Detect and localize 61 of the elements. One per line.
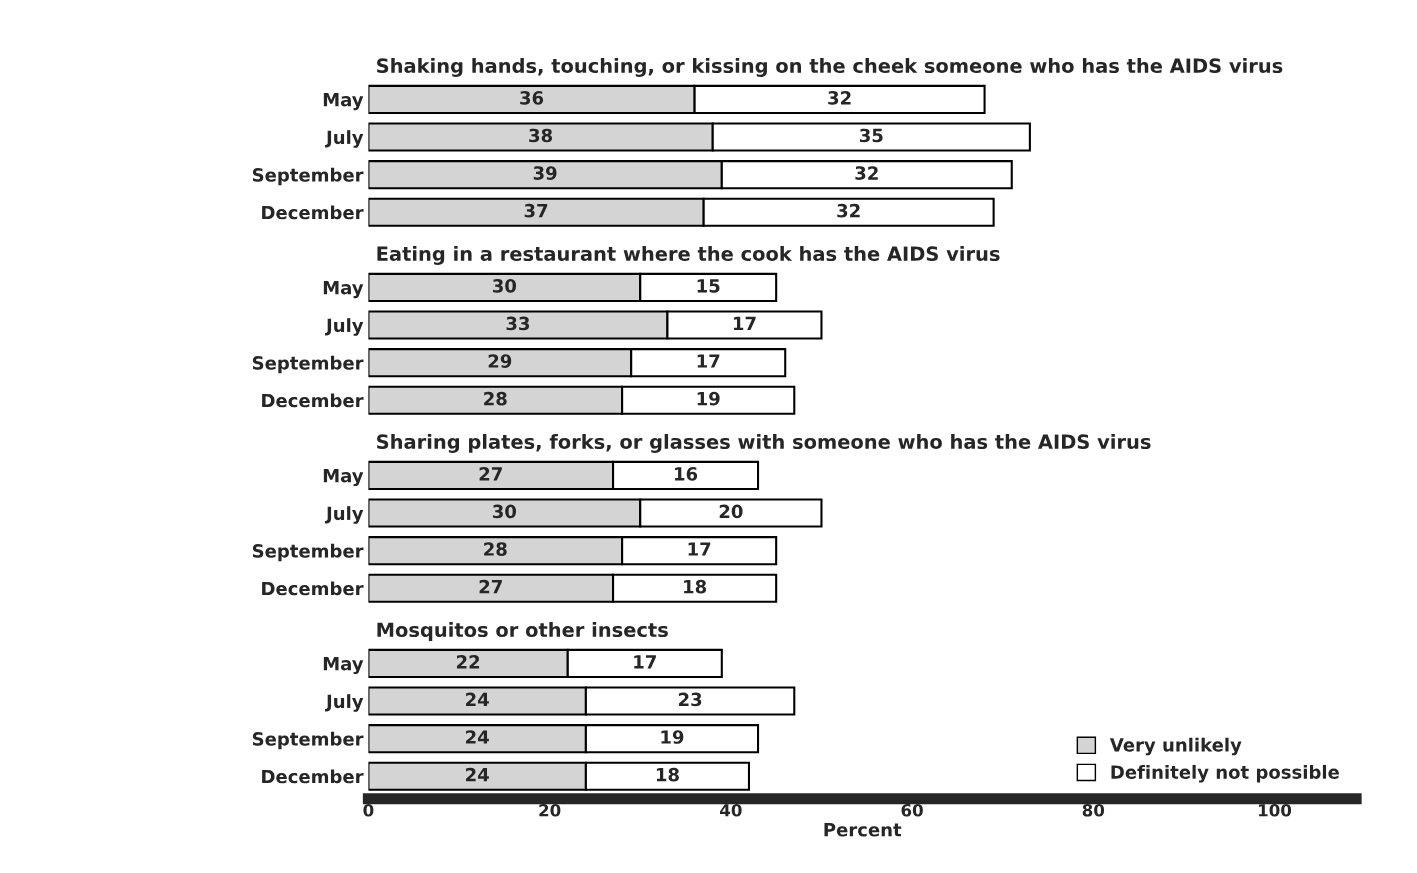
legend-label: Definitely not possible — [1111, 764, 1339, 783]
annotation: Eating in a restaurant where the cook has the AIDS virus — [377, 246, 1000, 265]
data-label: 17 — [733, 316, 756, 331]
data-label: 23 — [678, 692, 702, 707]
annotation: Sharing plates, forks, or glasses with someone who has the AIDS virus — [377, 433, 1151, 453]
data-label: 22 — [456, 655, 480, 669]
annotation: Mosquitos or other insects — [377, 622, 668, 641]
y-tick-label: September — [252, 543, 364, 562]
y-tick-label: July — [325, 694, 364, 712]
data-label: 18 — [656, 767, 679, 782]
data-label: 17 — [634, 655, 656, 669]
x-tick-label: 40 — [720, 803, 742, 817]
data-label: 28 — [484, 542, 507, 556]
text: Shaking hands, touching, or kissing on the cheek someone who has the AIDS virus — [377, 58, 1283, 77]
data-label: 33 — [506, 316, 530, 331]
y-tick-label: September — [252, 731, 364, 750]
data-label: 32 — [855, 166, 878, 180]
x-tick-label: 80 — [1082, 803, 1105, 817]
x-tick-label: 20 — [539, 803, 561, 817]
data-label: 15 — [697, 279, 720, 293]
y-tick-label: December — [262, 581, 364, 596]
data-label: 27 — [479, 579, 502, 594]
x-tick-label: 0 — [363, 803, 374, 817]
data-label: 32 — [828, 91, 851, 105]
data-label: 17 — [697, 354, 720, 368]
x-tick-label: 60 — [901, 803, 923, 817]
data-label: 35 — [859, 128, 883, 143]
data-label: 17 — [688, 542, 711, 556]
data-label: 39 — [533, 166, 557, 180]
data-label: 19 — [697, 391, 720, 406]
y-tick-label: December — [262, 205, 364, 220]
y-tick-label: July — [325, 130, 364, 148]
data-label: 38 — [529, 128, 553, 143]
y-tick-label: May — [323, 93, 364, 111]
data-label: 29 — [488, 354, 512, 368]
y-tick-label: December — [262, 393, 364, 408]
y-tick-label: September — [252, 167, 364, 186]
data-label: 20 — [719, 504, 743, 519]
data-label: 19 — [661, 730, 684, 744]
x-axis-title: Percent — [824, 823, 902, 837]
data-label: 27 — [479, 467, 502, 481]
data-label: 24 — [466, 767, 489, 782]
data-label: 37 — [524, 203, 548, 218]
y-tick-label: July — [325, 318, 364, 336]
data-label: 30 — [492, 504, 517, 519]
y-tick-label: May — [323, 281, 364, 299]
y-tick-label: May — [323, 657, 364, 675]
data-label: 30 — [492, 279, 517, 293]
y-tick-label: December — [262, 769, 364, 784]
data-label: 18 — [684, 579, 707, 594]
y-tick-label: September — [252, 355, 364, 374]
data-label: 24 — [466, 692, 489, 707]
x-tick-label: 100 — [1259, 803, 1292, 817]
data-label: 16 — [675, 467, 698, 481]
data-label: 36 — [520, 91, 544, 105]
data-label: 28 — [484, 391, 507, 406]
legend-label: Very unlikely — [1109, 737, 1242, 756]
data-label: 24 — [466, 730, 489, 744]
data-label: 32 — [837, 203, 860, 218]
y-tick-label: July — [325, 506, 364, 524]
y-tick-label: May — [323, 469, 364, 487]
